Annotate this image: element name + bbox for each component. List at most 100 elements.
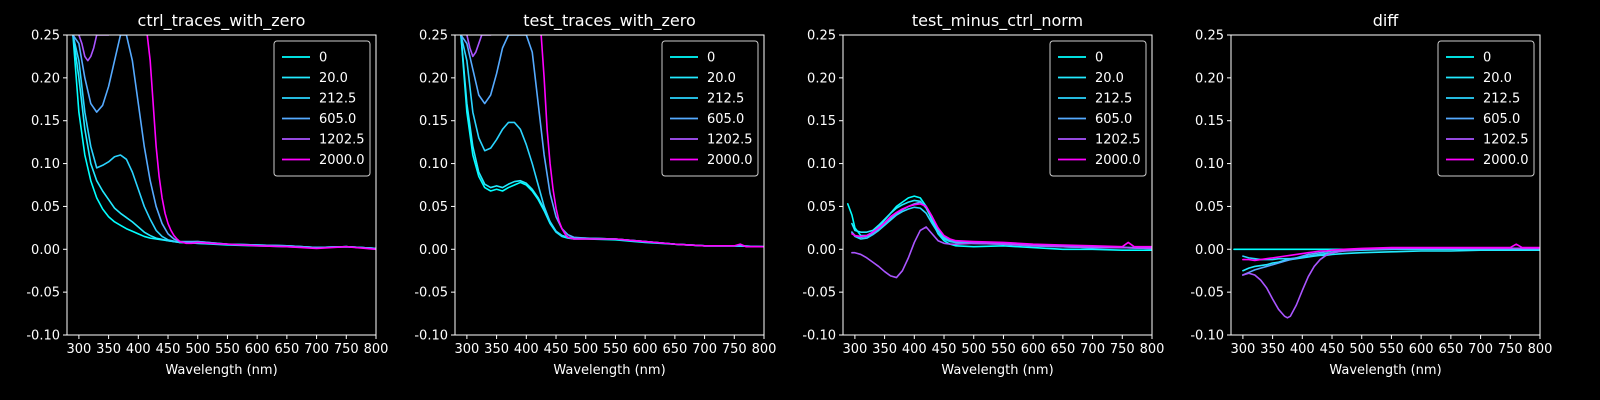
x-tick-label: 800 — [1528, 342, 1553, 357]
series-line-1202.5 — [466, 35, 492, 58]
y-tick-label: -0.10 — [802, 329, 836, 344]
chart-title: ctrl_traces_with_zero — [138, 11, 306, 31]
x-tick-label: 800 — [752, 342, 777, 357]
legend-label: 605.0 — [1095, 112, 1132, 127]
legend-label: 212.5 — [1483, 92, 1520, 107]
series-line-1202.5 — [851, 226, 1152, 279]
legend-label: 0 — [1483, 51, 1491, 66]
x-tick-label: 550 — [991, 342, 1016, 357]
x-tick-label: 550 — [1379, 342, 1404, 357]
series-line-20.0 — [851, 199, 1152, 250]
chart-title: diff — [1373, 11, 1400, 30]
legend-label: 20.0 — [1483, 71, 1512, 86]
x-tick-label: 400 — [126, 342, 151, 357]
y-tick-label: 0.25 — [1195, 29, 1224, 44]
x-tick-label: 450 — [156, 342, 181, 357]
legend: 0 20.0 212.5 605.0 1202.5 2000.0 — [1049, 40, 1147, 177]
chart-panel-1: 300 350 400 450 500 550 600 650 700 750 800 -0.10 -0… — [26, 11, 388, 378]
legend-label: 2000.0 — [1095, 153, 1141, 168]
x-tick-label: 400 — [514, 342, 539, 357]
legend: 0 20.0 212.5 605.0 1202.5 2000.0 — [1437, 40, 1535, 177]
y-tick-label: -0.10 — [26, 329, 60, 344]
chart-panel-4: 300 350 400 450 500 550 600 650 700 750 800 -0.10 -0… — [1190, 11, 1552, 378]
legend-box — [273, 40, 371, 177]
y-tick-label: -0.05 — [26, 286, 60, 301]
x-tick-label: 500 — [1349, 342, 1374, 357]
legend-label: 0 — [707, 51, 715, 66]
x-tick-label: 350 — [1260, 342, 1285, 357]
x-tick-label: 650 — [274, 342, 299, 357]
y-tick-label: 0.10 — [807, 157, 836, 172]
x-tick-label: 650 — [1050, 342, 1075, 357]
y-tick-label: 0.10 — [419, 157, 448, 172]
legend-label: 20.0 — [319, 71, 348, 86]
series-line-2000.0 — [1242, 243, 1540, 262]
legend-label: 20.0 — [707, 71, 736, 86]
y-tick-label: -0.05 — [414, 286, 448, 301]
y-tick-label: -0.10 — [1190, 329, 1224, 344]
legend-label: 20.0 — [1095, 71, 1124, 86]
x-tick-label: 300 — [66, 342, 91, 357]
legend: 0 20.0 212.5 605.0 1202.5 2000.0 — [273, 40, 371, 177]
legend-label: 1202.5 — [1095, 133, 1141, 148]
series-line-2000.0 — [540, 35, 764, 248]
legend-label: 1202.5 — [1483, 133, 1529, 148]
x-tick-label: 750 — [334, 342, 359, 357]
x-tick-label: 500 — [961, 342, 986, 357]
series-line-1202.5 — [78, 35, 110, 62]
legend-label: 2000.0 — [319, 153, 365, 168]
chart-panel-2: 300 350 400 450 500 550 600 650 700 750 800 -0.10 -0… — [414, 11, 776, 378]
legend-label: 605.0 — [707, 112, 744, 127]
x-tick-label: 700 — [304, 342, 329, 357]
series-group — [72, 35, 376, 251]
y-tick-label: 0.00 — [1195, 243, 1224, 258]
x-tick-label: 350 — [96, 342, 121, 357]
x-tick-label: 350 — [872, 342, 897, 357]
y-tick-label: -0.05 — [802, 286, 836, 301]
y-tick-label: 0.05 — [1195, 200, 1224, 215]
legend-label: 2000.0 — [1483, 153, 1529, 168]
x-tick-label: 600 — [1409, 342, 1434, 357]
y-tick-label: -0.10 — [414, 329, 448, 344]
y-tick-label: 0.20 — [419, 71, 448, 86]
legend-label: 1202.5 — [707, 133, 753, 148]
legend-label: 212.5 — [707, 92, 744, 107]
legend-label: 0 — [1095, 51, 1103, 66]
x-tick-label: 750 — [1498, 342, 1523, 357]
series-line-1202.5 — [1242, 247, 1540, 319]
y-tick-label: -0.05 — [1190, 286, 1224, 301]
series-group — [1233, 243, 1540, 319]
x-tick-label: 750 — [722, 342, 747, 357]
plot-frame — [1230, 34, 1541, 336]
y-tick-label: 0.25 — [419, 29, 448, 44]
y-tick-label: 0.10 — [1195, 157, 1224, 172]
x-tick-label: 700 — [1468, 342, 1493, 357]
chart-panel-3: 300 350 400 450 500 550 600 650 700 750 800 -0.10 -0… — [802, 11, 1164, 378]
y-tick-label: 0.00 — [807, 243, 836, 258]
x-tick-label: 450 — [1320, 342, 1345, 357]
y-tick-label: 0.05 — [419, 200, 448, 215]
series-line-20.0 — [1242, 249, 1540, 272]
x-axis-label: Wavelength (nm) — [165, 363, 277, 378]
y-tick-label: 0.25 — [31, 29, 60, 44]
legend-label: 0 — [319, 51, 327, 66]
legend-box — [1437, 40, 1535, 177]
x-tick-label: 500 — [185, 342, 210, 357]
y-tick-label: 0.15 — [31, 114, 60, 129]
x-tick-label: 500 — [573, 342, 598, 357]
y-tick-label: 0.20 — [1195, 71, 1224, 86]
x-tick-label: 650 — [1438, 342, 1463, 357]
x-tick-label: 600 — [245, 342, 270, 357]
x-tick-label: 700 — [692, 342, 717, 357]
y-tick-label: 0.05 — [31, 200, 60, 215]
x-tick-label: 800 — [1140, 342, 1165, 357]
plot-frame — [66, 34, 377, 336]
x-tick-label: 600 — [1021, 342, 1046, 357]
x-tick-label: 450 — [932, 342, 957, 357]
plot-frame — [454, 34, 765, 336]
x-tick-label: 300 — [454, 342, 479, 357]
x-tick-label: 800 — [364, 342, 389, 357]
x-tick-label: 300 — [842, 342, 867, 357]
y-tick-label: 0.15 — [807, 114, 836, 129]
